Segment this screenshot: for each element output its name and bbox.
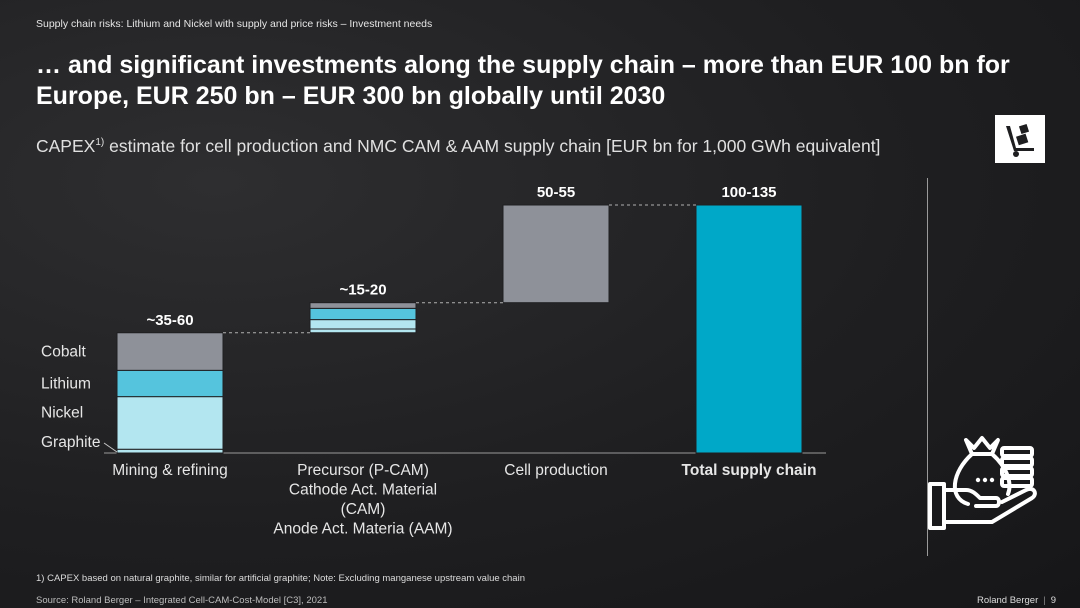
footnote: 1) CAPEX based on natural graphite, simi… — [36, 573, 525, 584]
legend-graphite: Graphite — [41, 434, 100, 451]
category-label-2-line-4: Anode Act. Materia (AAM) — [273, 521, 452, 538]
bar-2-segment-nickel — [309, 319, 417, 330]
legend-nickel: Nickel — [41, 405, 83, 422]
value-label-2: ~15-20 — [339, 282, 386, 299]
page-number: 9 — [1050, 595, 1056, 606]
category-label-2-line-1: Precursor (P-CAM) — [297, 462, 429, 479]
dolly-boxes-icon — [995, 115, 1045, 163]
bar-4-segment-total — [695, 204, 803, 454]
bar-1-segment-lithium — [116, 369, 224, 398]
bar-2-segment-cobalt — [309, 302, 417, 309]
category-label-1: Mining & refining — [112, 462, 227, 479]
bar-2-segment-graphite — [309, 328, 417, 334]
subtitle-footnote-mark: 1) — [95, 137, 105, 149]
value-label-1: ~35-60 — [146, 312, 193, 329]
bar-1-segment-cobalt — [116, 332, 224, 371]
brand-name: Roland Berger — [976, 595, 1039, 606]
category-label-4: Total supply chain — [682, 462, 817, 479]
bar-1-segment-nickel — [116, 396, 224, 450]
subtitle-rest: estimate for cell production and NMC CAM… — [104, 136, 881, 156]
category-label-2-line-3: (CAM) — [341, 501, 386, 518]
legend-cobalt: Cobalt — [41, 344, 86, 361]
value-label-4: 100-135 — [721, 184, 776, 201]
money-bag-hand-icon — [928, 436, 1037, 530]
kicker-text: Supply chain risks: Lithium and Nickel w… — [36, 18, 433, 30]
category-label-3: Cell production — [504, 462, 607, 479]
category-label-2-line-2: Cathode Act. Material — [289, 482, 437, 499]
brand-footer: Roland Berger | 9 — [976, 595, 1056, 606]
subtitle-capex: CAPEX — [36, 136, 96, 156]
divider-line — [927, 178, 928, 556]
chart-subtitle: CAPEX1) estimate for cell production and… — [36, 136, 880, 157]
bar-3-segment-cell — [502, 204, 610, 304]
bar-2-segment-lithium — [309, 307, 417, 321]
graphite-leader-line — [103, 442, 118, 453]
source-note: Source: Roland Berger – Integrated Cell-… — [36, 595, 328, 606]
page-title: … and significant investments along the … — [36, 51, 1010, 110]
value-label-3: 50-55 — [537, 184, 575, 201]
legend-lithium: Lithium — [41, 375, 91, 392]
bar-1-segment-graphite — [116, 448, 224, 454]
